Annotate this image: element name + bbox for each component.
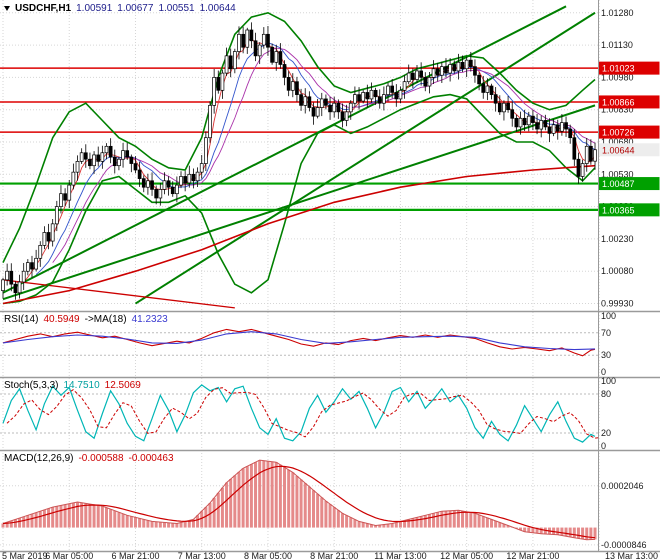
svg-text:6 Mar 21:00: 6 Mar 21:00 [111,551,159,560]
svg-text:1.00680: 1.00680 [601,137,634,147]
svg-text:1.01280: 1.01280 [601,8,634,18]
svg-text:1.00080: 1.00080 [601,266,634,276]
axis-labels: 1.01280 1.01130 1.00980 1.00830 1.00680 1.005… [2,8,658,560]
svg-text:7 Mar 13:00: 7 Mar 13:00 [178,551,226,560]
svg-text:-0.0000846: -0.0000846 [601,540,647,550]
svg-text:5 Mar 2019: 5 Mar 2019 [2,551,48,560]
svg-text:80: 80 [601,389,611,399]
price-tag-1.01023[interactable]: 1.01023 [599,61,660,75]
main-chart-layer [0,5,598,309]
svg-text:20: 20 [601,428,611,438]
macd-signal-line [2,465,596,539]
grid-lines [0,0,600,551]
bollinger-lower [2,93,596,305]
svg-text:1.00365: 1.00365 [602,205,635,215]
svg-text:11 Mar 13:00: 11 Mar 13:00 [374,551,426,560]
svg-text:100: 100 [601,311,616,321]
trendline-1[interactable] [2,104,596,301]
svg-text:12 Mar 05:00: 12 Mar 05:00 [440,551,493,560]
svg-text:0: 0 [601,367,606,377]
ma-13 [52,47,596,263]
svg-text:30: 30 [601,350,611,360]
svg-text:1.01130: 1.01130 [601,40,633,50]
macd-histogram [1,460,597,540]
svg-text:1.00980: 1.00980 [601,72,634,82]
svg-text:1.00530: 1.00530 [601,169,634,179]
svg-text:12 Mar 21:00: 12 Mar 21:00 [506,551,559,560]
svg-text:1.00866: 1.00866 [602,97,635,107]
symbol-dropdown-icon[interactable] [4,6,10,11]
stoch-signal-line [6,387,600,439]
long-ma-line [2,164,596,305]
svg-text:1.00487: 1.00487 [602,179,635,189]
svg-text:13 Mar 13:00: 13 Mar 13:00 [605,551,658,560]
candles [1,22,597,300]
stoch-main-line [2,384,596,443]
trendline-3[interactable] [2,279,235,309]
rsi-line [2,328,596,357]
svg-text:8 Mar 21:00: 8 Mar 21:00 [310,551,358,560]
bollinger-upper [2,11,596,263]
svg-text:1.00230: 1.00230 [601,234,634,244]
svg-text:0.0002046: 0.0002046 [601,481,644,491]
svg-text:100: 100 [601,376,616,386]
svg-text:70: 70 [601,328,611,338]
svg-text:1.00726: 1.00726 [602,128,635,138]
price-tag-1.00365[interactable]: 1.00365 [599,203,660,217]
price-tag-1.00726[interactable]: 1.00726 [599,125,660,139]
ma-9 [35,42,596,275]
svg-text:1.01023: 1.01023 [602,64,635,74]
svg-text:0.99930: 0.99930 [601,299,634,309]
svg-text:8 Mar 05:00: 8 Mar 05:00 [244,551,292,560]
macd-line [2,459,596,541]
price-tags: 1.01023 1.00866 1.00726 1.00644 1.00487 1.003… [599,61,660,217]
svg-text:6 Mar 05:00: 6 Mar 05:00 [45,551,93,560]
svg-text:1.00830: 1.00830 [601,105,634,115]
svg-text:1.00644: 1.00644 [602,145,635,155]
price-tag-1.00644[interactable]: 1.00644 [599,143,660,157]
price-tag-1.00866[interactable]: 1.00866 [599,95,660,109]
trendline-2[interactable] [134,11,596,305]
svg-text:0: 0 [601,441,606,451]
price-tag-1.00487[interactable]: 1.00487 [599,177,660,191]
trendline-0[interactable] [2,5,567,294]
rsi-ma-line [2,331,596,351]
